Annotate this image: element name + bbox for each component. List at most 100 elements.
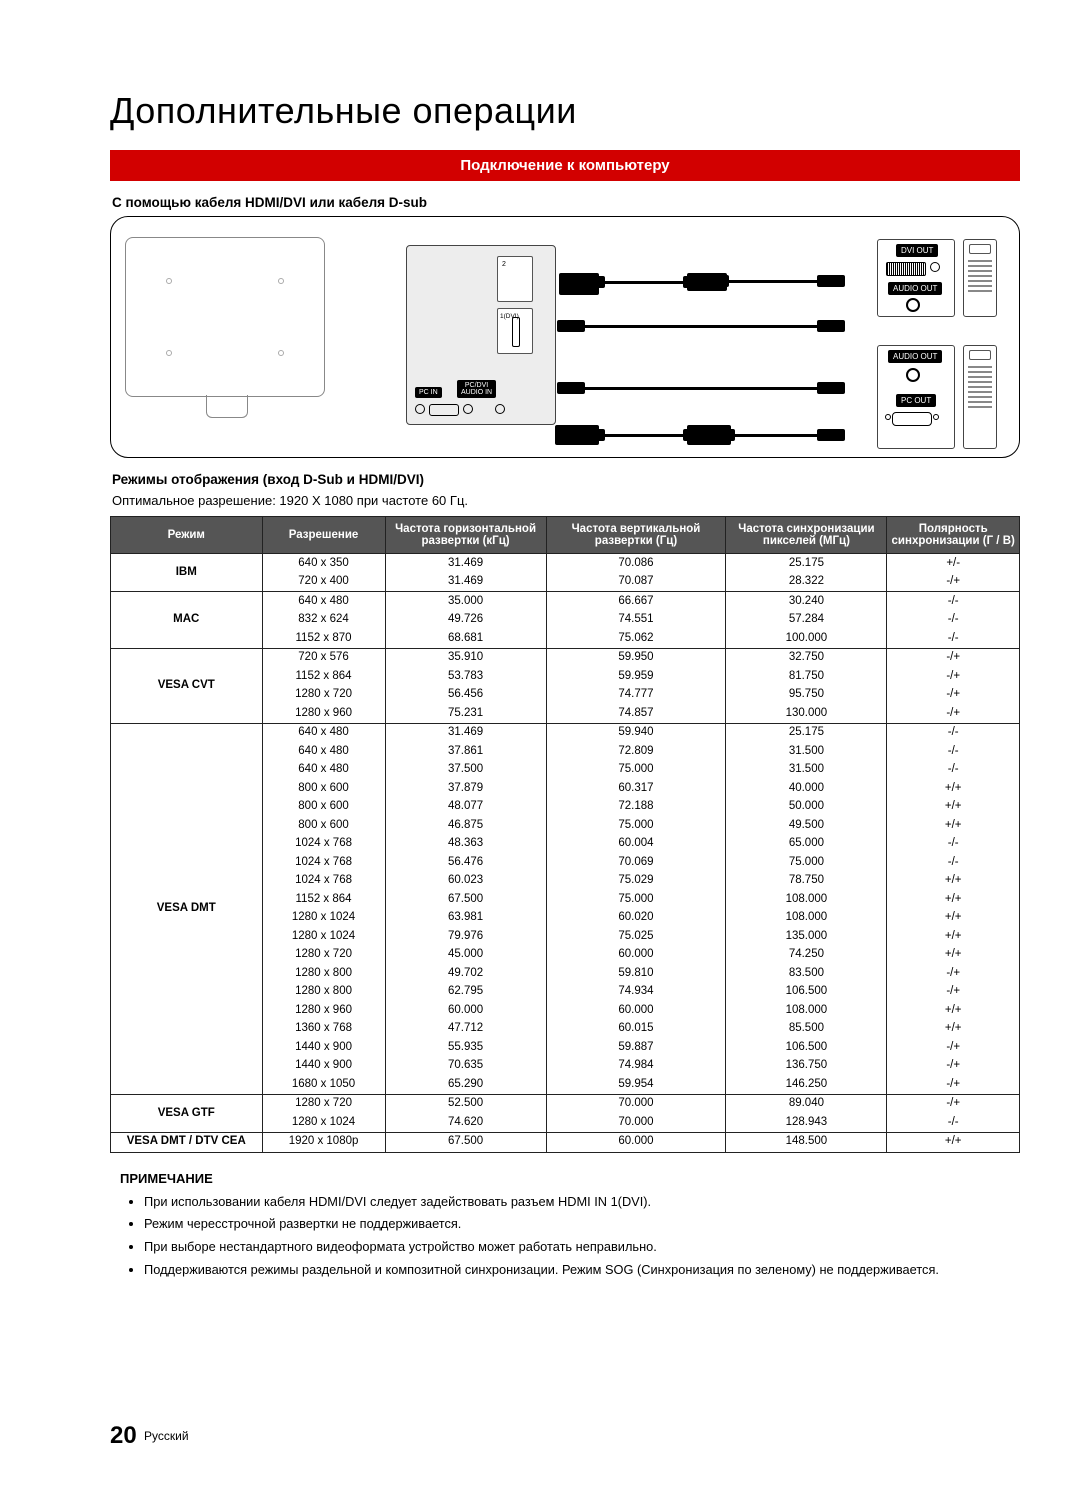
data-cell: 31.469 — [385, 723, 546, 742]
data-cell: 25.175 — [726, 554, 887, 573]
data-cell: 70.635 — [385, 1057, 546, 1076]
data-cell: 47.712 — [385, 1020, 546, 1039]
data-cell: 74.620 — [385, 1113, 546, 1132]
data-cell: +/+ — [887, 1001, 1020, 1020]
data-cell: 75.062 — [546, 629, 726, 648]
table-row: MAC640 x 48035.00066.66730.240-/- — [111, 592, 1020, 611]
data-cell: 106.500 — [726, 1038, 887, 1057]
data-cell: 79.976 — [385, 927, 546, 946]
data-cell: 31.469 — [385, 554, 546, 573]
tv-port-panel: 2 1(DVI) PC IN PC/DVI AUDIO IN — [406, 245, 556, 425]
data-cell: 1280 x 800 — [262, 983, 385, 1002]
data-cell: 720 x 576 — [262, 648, 385, 667]
data-cell: 1024 x 768 — [262, 835, 385, 854]
dsub-port-icon — [892, 412, 932, 426]
data-cell: 128.943 — [726, 1113, 887, 1132]
data-cell: 31.469 — [385, 573, 546, 592]
mode-cell: MAC — [111, 592, 263, 649]
data-cell: 25.175 — [726, 723, 887, 742]
data-cell: -/- — [887, 835, 1020, 854]
data-cell: -/- — [887, 1113, 1020, 1132]
data-cell: +/- — [887, 554, 1020, 573]
data-cell: 35.000 — [385, 592, 546, 611]
pc-block-top: DVI OUT AUDIO OUT — [877, 239, 997, 317]
col-res: Разрешение — [262, 517, 385, 554]
data-cell: 148.500 — [726, 1132, 887, 1152]
mode-cell: VESA GTF — [111, 1094, 263, 1132]
data-cell: 65.000 — [726, 835, 887, 854]
data-cell: 1360 x 768 — [262, 1020, 385, 1039]
data-cell: 37.879 — [385, 779, 546, 798]
data-cell: 70.086 — [546, 554, 726, 573]
data-cell: +/+ — [887, 779, 1020, 798]
data-cell: 130.000 — [726, 704, 887, 723]
data-cell: 1920 x 1080p — [262, 1132, 385, 1152]
note-item: Режим чересстрочной развертки не поддерж… — [144, 1214, 1020, 1234]
data-cell: 66.667 — [546, 592, 726, 611]
data-cell: 85.500 — [726, 1020, 887, 1039]
data-cell: 35.910 — [385, 648, 546, 667]
data-cell: 1152 x 864 — [262, 890, 385, 909]
data-cell: 1440 x 900 — [262, 1057, 385, 1076]
data-cell: 100.000 — [726, 629, 887, 648]
table-row: IBM640 x 35031.46970.08625.175+/- — [111, 554, 1020, 573]
data-cell: 31.500 — [726, 742, 887, 761]
data-cell: 60.015 — [546, 1020, 726, 1039]
data-cell: 640 x 480 — [262, 592, 385, 611]
data-cell: 640 x 480 — [262, 742, 385, 761]
data-cell: 83.500 — [726, 964, 887, 983]
data-cell: 60.020 — [546, 909, 726, 928]
data-cell: 832 x 624 — [262, 611, 385, 630]
mode-cell: VESA DMT / DTV CEA — [111, 1132, 263, 1152]
data-cell: 74.777 — [546, 686, 726, 705]
dvi-port-icon — [886, 262, 926, 276]
data-cell: 32.750 — [726, 648, 887, 667]
audio-out-label-top: AUDIO OUT — [888, 282, 942, 295]
pc-block-bottom: AUDIO OUT PC OUT — [877, 345, 997, 449]
data-cell: 1024 x 768 — [262, 872, 385, 891]
data-cell: 63.981 — [385, 909, 546, 928]
data-cell: -/+ — [887, 1038, 1020, 1057]
table-row: VESA GTF1280 x 72052.50070.00089.040-/+ — [111, 1094, 1020, 1113]
data-cell: 1024 x 768 — [262, 853, 385, 872]
data-cell: 59.950 — [546, 648, 726, 667]
data-cell: -/- — [887, 723, 1020, 742]
data-cell: 74.934 — [546, 983, 726, 1002]
data-cell: 70.069 — [546, 853, 726, 872]
section-banner: Подключение к компьютеру — [110, 150, 1020, 181]
data-cell: 46.875 — [385, 816, 546, 835]
data-cell: -/- — [887, 853, 1020, 872]
data-cell: 67.500 — [385, 890, 546, 909]
data-cell: 55.935 — [385, 1038, 546, 1057]
data-cell: -/+ — [887, 686, 1020, 705]
data-cell: 800 x 600 — [262, 779, 385, 798]
col-pol: Полярность синхронизации (Г / В) — [887, 517, 1020, 554]
data-cell: +/+ — [887, 909, 1020, 928]
data-cell: 59.940 — [546, 723, 726, 742]
data-cell: 60.000 — [546, 1001, 726, 1020]
col-hfreq: Частота горизонтальной развертки (кГц) — [385, 517, 546, 554]
data-cell: +/+ — [887, 816, 1020, 835]
data-cell: 1280 x 800 — [262, 964, 385, 983]
data-cell: +/+ — [887, 798, 1020, 817]
data-cell: 37.861 — [385, 742, 546, 761]
data-cell: 1280 x 720 — [262, 1094, 385, 1113]
data-cell: 75.000 — [546, 816, 726, 835]
data-cell: 53.783 — [385, 667, 546, 686]
data-cell: 37.500 — [385, 761, 546, 780]
data-cell: -/+ — [887, 1094, 1020, 1113]
data-cell: 60.023 — [385, 872, 546, 891]
data-cell: 1280 x 1024 — [262, 927, 385, 946]
mode-cell: VESA DMT — [111, 723, 263, 1094]
data-cell: 108.000 — [726, 890, 887, 909]
data-cell: 81.750 — [726, 667, 887, 686]
data-cell: 70.000 — [546, 1113, 726, 1132]
data-cell: 1280 x 960 — [262, 704, 385, 723]
col-vfreq: Частота вертикальной развертки (Гц) — [546, 517, 726, 554]
data-cell: 95.750 — [726, 686, 887, 705]
data-cell: 67.500 — [385, 1132, 546, 1152]
data-cell: 800 x 600 — [262, 816, 385, 835]
pc-out-label: PC OUT — [896, 394, 936, 407]
data-cell: -/- — [887, 592, 1020, 611]
connection-diagram: 2 1(DVI) PC IN PC/DVI AUDIO IN DVI OUT — [110, 216, 1020, 458]
